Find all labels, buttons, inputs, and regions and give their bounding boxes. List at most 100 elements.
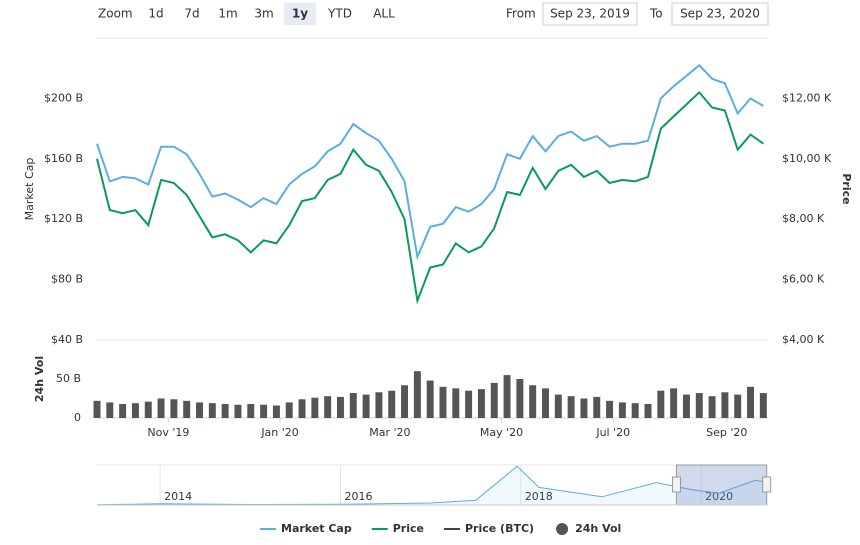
volume-bar	[606, 400, 614, 418]
volume-bar	[119, 403, 127, 418]
volume-bar	[272, 405, 280, 418]
volume-bar	[593, 396, 601, 418]
volume-bar	[375, 392, 383, 418]
volume-bar	[747, 386, 755, 418]
volume-bar	[542, 388, 549, 418]
to-label: To	[649, 7, 663, 21]
legend-item[interactable]: Price (BTC)	[465, 522, 534, 535]
legend-symbol	[556, 523, 569, 535]
vol-tick-label: 50 B	[56, 372, 81, 385]
navigator-area	[97, 466, 767, 505]
volume-bar	[144, 401, 152, 418]
volume-bar	[324, 396, 332, 418]
volume-bar	[490, 382, 498, 418]
volume-bar	[311, 397, 319, 418]
zoom-button[interactable]: ALL	[373, 7, 395, 21]
legend-item[interactable]: Market Cap	[281, 522, 352, 535]
volume-bar	[580, 398, 588, 418]
volume-bar	[477, 389, 485, 418]
volume-bar	[196, 402, 203, 418]
volume-bar	[208, 403, 216, 418]
volume-bar	[465, 390, 473, 418]
y2-axis-label: Price	[840, 173, 853, 204]
x-tick-label: May '20	[480, 426, 523, 439]
volume-bar	[516, 379, 524, 418]
navigator-selection[interactable]	[675, 464, 768, 506]
to-input[interactable]	[671, 2, 769, 26]
legend-item[interactable]: Price	[393, 522, 424, 535]
navigator-tick-label: 2020	[705, 490, 733, 503]
volume-bar	[618, 402, 626, 418]
zoom-button[interactable]: 1y	[292, 7, 308, 21]
navigator-tick-label: 2016	[344, 490, 372, 503]
zoom-button[interactable]: 1m	[218, 7, 237, 21]
volume-bar	[362, 394, 370, 418]
volume-bar	[260, 404, 268, 418]
volume-bar	[336, 396, 344, 418]
volume-bar	[401, 385, 409, 418]
volume-bar	[221, 403, 229, 418]
zoom-button-bg	[284, 3, 316, 25]
y-tick-label: $80 B	[51, 273, 83, 286]
volume-bar	[247, 403, 255, 418]
volume-bar	[695, 393, 703, 418]
volume-bar	[439, 386, 447, 418]
x-tick-label: Jan '20	[260, 426, 298, 439]
series-line	[96, 63, 764, 261]
y-tick-label: $120 B	[44, 212, 83, 225]
y-tick-label: $200 B	[44, 91, 83, 104]
volume-bar	[503, 375, 511, 418]
volume-bar	[682, 394, 690, 418]
navigator-line	[96, 465, 768, 506]
y2-tick-label: $8,00 K	[782, 212, 825, 225]
volume-bar	[388, 390, 396, 418]
volume-bar	[452, 388, 460, 418]
volume-bar	[759, 393, 767, 418]
volume-bar	[93, 400, 101, 418]
volume-bar	[644, 403, 652, 418]
volume-bar	[157, 398, 165, 418]
navigator-handle[interactable]	[671, 476, 681, 493]
y2-tick-label: $6,00 K	[782, 273, 825, 286]
volume-bar	[631, 403, 639, 418]
y2-tick-label: $12,00 K	[782, 91, 832, 104]
volume-bar	[657, 390, 665, 418]
y2-tick-label: $10,00 K	[782, 152, 832, 165]
volume-bar	[234, 404, 242, 418]
from-input[interactable]	[542, 2, 638, 26]
y-tick-label: $40 B	[51, 333, 83, 346]
volume-bar	[298, 399, 306, 418]
volume-bar	[554, 394, 562, 418]
series-line	[96, 90, 764, 305]
volume-bar	[183, 400, 191, 418]
from-value: Sep 23, 2019	[550, 7, 630, 21]
x-tick-label: Jul '20	[595, 426, 630, 439]
x-tick-label: Nov '19	[147, 426, 189, 439]
volume-bar	[413, 371, 421, 418]
volume-bar	[529, 385, 537, 418]
zoom-button[interactable]: YTD	[327, 7, 352, 21]
navigator-handle[interactable]	[762, 476, 772, 493]
volume-bar	[721, 392, 729, 418]
from-label: From	[506, 7, 536, 21]
navigator-tick-label: 2014	[164, 490, 192, 503]
zoom-button[interactable]: 1d	[148, 7, 163, 21]
volume-bar	[734, 394, 742, 418]
zoom-button[interactable]: 3m	[254, 7, 273, 21]
y-axis-label: Market Cap	[23, 158, 36, 221]
x-tick-label: Mar '20	[369, 426, 410, 439]
volume-bar	[349, 393, 357, 418]
vol-axis-label: 24h Vol	[33, 356, 46, 402]
zoom-button[interactable]: 7d	[184, 7, 199, 21]
volume-bar	[285, 402, 293, 418]
volume-bar	[131, 403, 139, 418]
legend-item[interactable]: 24h Vol	[575, 522, 621, 535]
volume-bar	[426, 380, 434, 418]
y-tick-label: $160 B	[44, 152, 83, 165]
volume-bar	[708, 396, 716, 418]
x-tick-label: Sep '20	[706, 426, 747, 439]
y2-tick-label: $4,00 K	[782, 333, 825, 346]
volume-bar	[170, 399, 178, 418]
volume-bar	[567, 396, 575, 418]
